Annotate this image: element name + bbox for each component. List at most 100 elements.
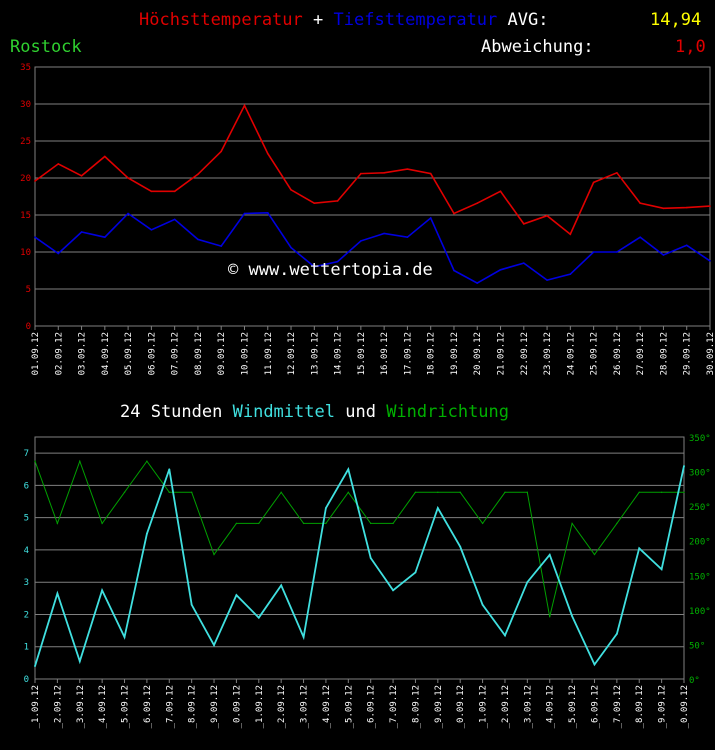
temperature-chart: 0 5 10 15 20 25 30 35 01.09.12 02.09.12 03.09.12 04…	[20, 63, 715, 375]
wind-mean-point	[414, 571, 417, 574]
wind-direction-point	[638, 491, 640, 494]
x-tick-label: _1.09.12	[479, 685, 489, 728]
max-temp-point	[57, 163, 60, 165]
wind-mean-point	[369, 557, 372, 559]
x-tick-label: _7.09.12	[613, 685, 623, 728]
max-temp-point	[266, 152, 269, 155]
x-tick-label: 02.09.12	[54, 332, 64, 375]
x-tick-label: 27.09.12	[636, 332, 646, 375]
max-temp-point	[662, 207, 665, 210]
min-temp-point	[546, 279, 548, 281]
y-tick-label-left: 2	[24, 610, 29, 620]
wind-direction-point	[549, 616, 551, 618]
wind-dir-label: Windrichtung	[386, 402, 510, 422]
x-tick-label: 22.09.12	[520, 332, 530, 375]
wind-mean-point	[257, 616, 260, 619]
max-temp-point	[197, 173, 199, 176]
wind-mean-point	[526, 581, 529, 584]
min-temp-point	[453, 269, 455, 272]
x-tick-label: 18.09.12	[427, 332, 437, 375]
wind-direction-point	[369, 522, 372, 525]
y-tick-label-right: 200°	[689, 538, 711, 548]
wind-direction-point	[593, 553, 596, 556]
x-tick-label: _6.09.12	[367, 685, 377, 728]
wind-mean-label: Windmittel	[232, 402, 335, 422]
x-tick-label: _6.09.12	[590, 685, 600, 728]
x-tick-label: 11.09.12	[264, 332, 274, 375]
x-tick-label: _4.09.12	[546, 685, 556, 728]
x-tick-label: _9.09.12	[658, 685, 668, 728]
min-temp-line	[34, 211, 711, 285]
min-temp-point	[243, 212, 246, 215]
max-temp-label: Höchsttemperatur	[139, 10, 303, 30]
x-tick-label: _0.09.12	[456, 685, 466, 728]
wind-direction-point	[459, 491, 461, 494]
wind-mean-point	[481, 603, 484, 606]
min-temp-point	[662, 254, 665, 256]
x-tick-label: 19.09.12	[450, 332, 460, 375]
y-tick-label-left: 1	[24, 643, 29, 653]
x-tick-label: 03.09.12	[78, 332, 88, 375]
x-tick-label: _4.09.12	[322, 685, 332, 728]
wind-mean-point	[280, 584, 283, 587]
wind-mean-point	[34, 665, 36, 667]
y-tick-label: 35	[20, 63, 31, 73]
min-temp-point	[499, 268, 502, 271]
y-tick-label-left: 4	[24, 546, 29, 556]
x-tick-label: _8.09.12	[411, 685, 421, 728]
min-temp-point	[592, 251, 595, 253]
max-temp-point	[80, 174, 83, 177]
x-tick-label: _2.09.12	[501, 685, 511, 728]
deviation-value: 1,0	[675, 37, 706, 57]
min-temp-point	[220, 245, 223, 247]
y-tick-label-right: 50°	[689, 641, 705, 651]
wind-mean-point	[638, 547, 641, 550]
x-tick-label: 05.09.12	[124, 332, 134, 375]
wind-direction-point	[302, 522, 305, 525]
y-tick-label-right: 350°	[689, 434, 711, 444]
wind-direction-point	[414, 491, 417, 494]
min-temp-point	[336, 260, 339, 263]
min-temp-point	[522, 262, 525, 264]
min-temp-point	[150, 229, 153, 231]
max-temp-point	[453, 212, 455, 215]
min-temp-point	[266, 211, 269, 214]
x-tick-label: 07.09.12	[171, 332, 181, 375]
max-temp-point	[150, 190, 153, 193]
max-temp-point	[639, 202, 641, 204]
x-tick-label: _1.09.12	[31, 685, 41, 728]
min-temp-label: Tiefsttemperatur	[333, 10, 498, 30]
wind-direction-point	[56, 522, 59, 525]
min-temp-point	[34, 236, 36, 238]
wind-mean-point	[213, 644, 215, 647]
avg-label: AVG:	[507, 10, 549, 30]
x-tick-label: _0.09.12	[680, 685, 690, 728]
x-tick-label: _3.09.12	[523, 685, 533, 728]
x-tick-label: _7.09.12	[165, 685, 175, 728]
wind-mean-point	[302, 636, 305, 638]
wind-direction-point	[660, 491, 663, 494]
wind-mean-point	[593, 663, 596, 666]
x-tick-label: _2.09.12	[277, 685, 287, 728]
y-tick-label: 25	[20, 137, 31, 147]
x-tick-label: 10.09.12	[240, 332, 250, 375]
max-temp-point	[476, 202, 479, 204]
min-temp-point	[127, 212, 129, 215]
x-tick-label: 08.09.12	[194, 332, 204, 375]
wind-mean-point	[504, 634, 506, 637]
wind-mean-point	[78, 660, 81, 663]
min-temp-point	[616, 251, 618, 253]
max-temp-point	[290, 189, 292, 191]
wind-direction-point	[325, 522, 327, 525]
wind-direction-point	[168, 491, 170, 494]
wind-mean-point	[548, 553, 551, 556]
max-temp-point	[429, 172, 432, 175]
max-temp-point	[313, 202, 316, 204]
wind-direction-point	[526, 491, 529, 494]
x-tick-label: _6.09.12	[143, 685, 153, 728]
x-tick-label: _9.09.12	[210, 685, 220, 728]
x-tick-label: 16.09.12	[380, 332, 390, 375]
y-tick-label-left: 7	[24, 449, 29, 459]
avg-value: 14,94	[650, 10, 702, 30]
